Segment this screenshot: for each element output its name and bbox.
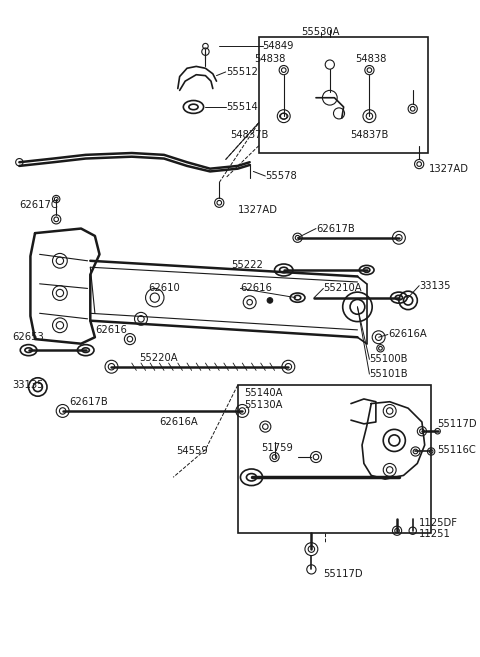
Text: 55222: 55222 (231, 260, 263, 271)
Text: 1125DF: 1125DF (419, 518, 458, 528)
Text: 1327AD: 1327AD (238, 205, 278, 215)
Text: 54838: 54838 (254, 54, 286, 64)
Text: 62616A: 62616A (388, 330, 427, 340)
Text: 55530A: 55530A (301, 28, 340, 37)
Text: 1327AD: 1327AD (428, 164, 468, 173)
Text: 54838: 54838 (356, 54, 387, 64)
Bar (238, 385, 431, 533)
Text: 51759: 51759 (261, 443, 293, 453)
Bar (259, 37, 428, 153)
Text: 33135: 33135 (12, 380, 44, 390)
Text: 62617C: 62617C (19, 200, 58, 210)
Text: 55100B: 55100B (370, 354, 408, 365)
Text: 62616A: 62616A (159, 417, 198, 427)
Text: 55117D: 55117D (438, 419, 477, 429)
Text: 62617B: 62617B (69, 397, 108, 407)
Text: 54837B: 54837B (230, 129, 269, 139)
Text: 55130A: 55130A (244, 400, 283, 411)
Text: 33135: 33135 (419, 281, 451, 290)
Text: 62653: 62653 (12, 332, 44, 342)
Text: 55140A: 55140A (244, 388, 283, 397)
Text: 11251: 11251 (419, 530, 451, 539)
Text: 62617B: 62617B (316, 223, 355, 233)
Text: 55512: 55512 (226, 67, 258, 77)
Text: 54559: 54559 (176, 447, 208, 457)
Text: 55514: 55514 (226, 102, 257, 112)
Text: 55220A: 55220A (139, 353, 178, 363)
Text: 55210A: 55210A (324, 283, 362, 294)
Text: 55101B: 55101B (370, 369, 408, 379)
Text: 62616: 62616 (240, 283, 272, 294)
Text: 54849: 54849 (263, 41, 294, 51)
Circle shape (267, 298, 273, 303)
Text: 55117D: 55117D (324, 569, 363, 579)
Text: 54837B: 54837B (350, 129, 389, 139)
Text: 55578: 55578 (265, 171, 297, 181)
Text: 62610: 62610 (148, 283, 180, 294)
Text: 62616: 62616 (95, 325, 127, 335)
Text: 55116C: 55116C (438, 445, 476, 455)
